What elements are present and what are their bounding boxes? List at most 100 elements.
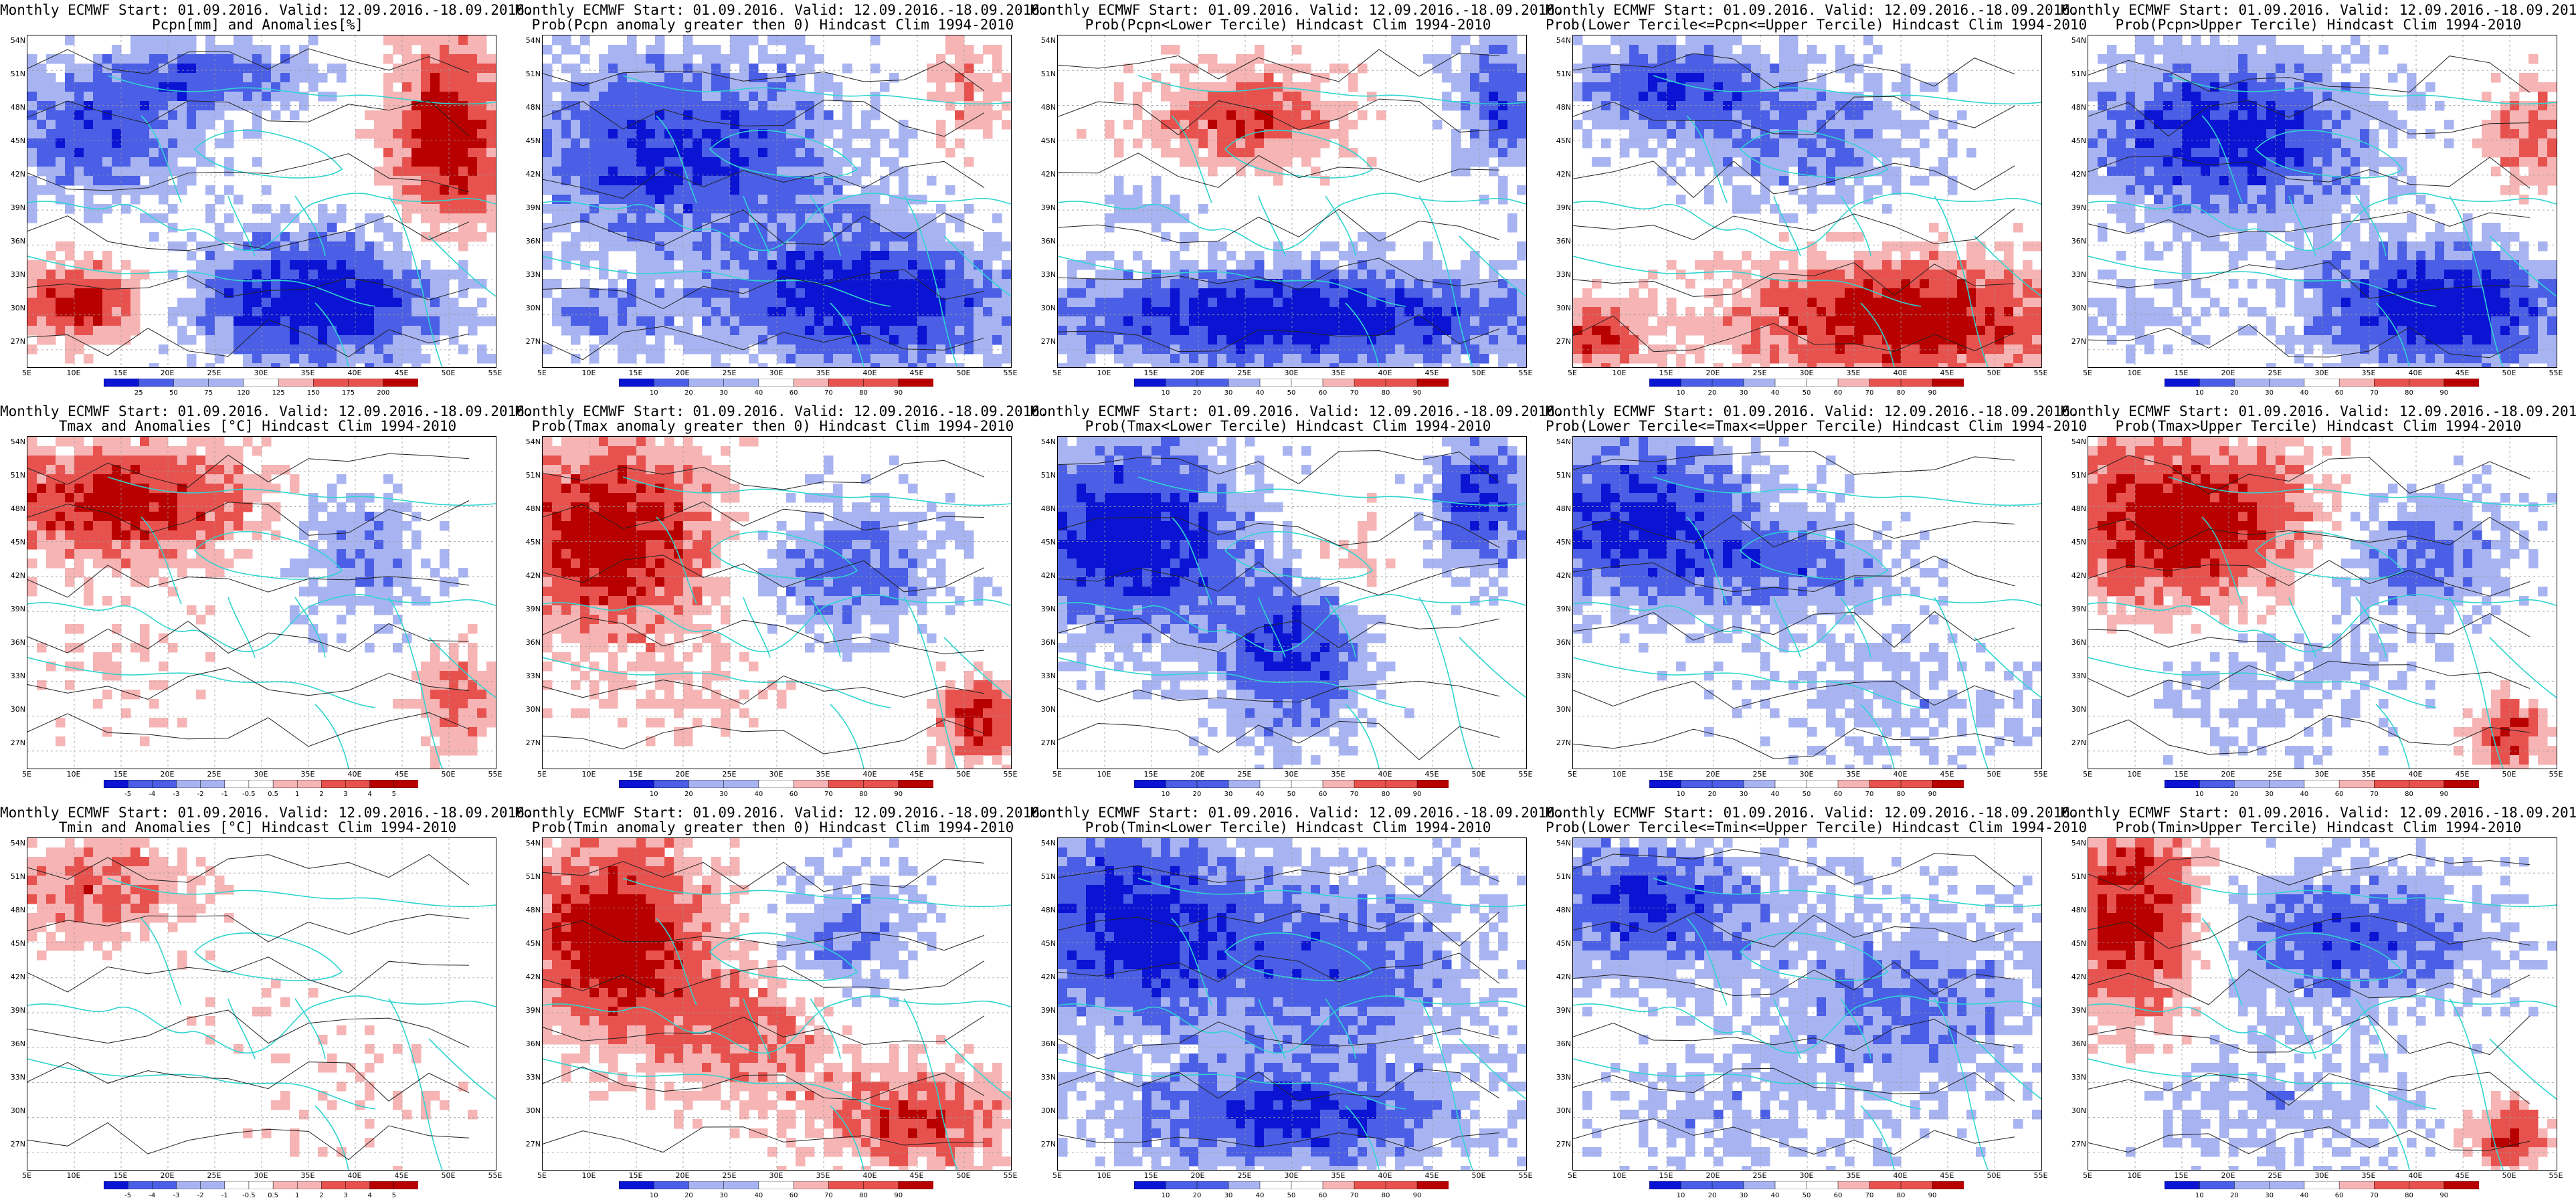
longitude-label: 10E <box>2127 1171 2142 1180</box>
colorbar-tick-label: 80 <box>1381 1192 1390 1199</box>
contour-lines <box>1058 49 1500 353</box>
graticule <box>27 838 496 1170</box>
field-cells <box>543 437 1011 769</box>
latitude-label: 45N <box>2071 939 2086 948</box>
colorbar-tick-label: 10 <box>1161 1192 1170 1199</box>
longitude-label: 25E <box>1237 369 1252 377</box>
colorbar-swatch <box>1837 780 1870 788</box>
longitude-label: 5E <box>1568 369 1577 377</box>
map-svg <box>27 437 496 769</box>
colorbar-swatch <box>758 1181 794 1189</box>
colorbar-tick-label: 40 <box>1255 791 1265 798</box>
longitude-label: 55E <box>2549 369 2563 377</box>
map-panel: Monthly ECMWF Start: 01.09.2016. Valid: … <box>515 0 1048 401</box>
latitude-label: 33N <box>525 270 541 279</box>
map-svg <box>1573 35 2041 367</box>
longitude-label: 10E <box>581 770 596 779</box>
graticule <box>1058 35 1526 367</box>
latitude-label: 39N <box>1040 1006 1056 1015</box>
latitude-label: 33N <box>525 672 541 680</box>
colorbar-tick-label: 4 <box>367 1192 372 1199</box>
colorbar-tick-label: 40 <box>1255 1192 1265 1199</box>
colorbar-swatch <box>1134 780 1166 788</box>
colorbar-tick-label: 30 <box>719 791 729 798</box>
longitude-label: 40E <box>2408 369 2423 377</box>
latitude-label: 30N <box>10 705 25 714</box>
panel-title-line1: Monthly ECMWF Start: 01.09.2016. Valid: … <box>2061 2 2576 18</box>
colorbar-swatch <box>619 780 654 788</box>
latitude-label: 42N <box>10 973 25 981</box>
longitude-label: 50E <box>2502 369 2516 377</box>
longitude-label: 15E <box>1659 1171 1673 1180</box>
latitude-label: 30N <box>1556 1106 1571 1115</box>
latitude-label: 30N <box>2071 705 2086 714</box>
colorbar-swatch <box>1196 780 1229 788</box>
colorbar-tick-label: 60 <box>1833 1192 1843 1199</box>
colorbar-swatch <box>758 780 794 788</box>
panel-title-line2: Prob(Tmin>Upper Tercile) Hindcast Clim 1… <box>2115 819 2522 835</box>
longitude-label: 10E <box>1097 770 1111 779</box>
colorbar-swatch <box>863 379 899 387</box>
longitude-label: 10E <box>581 369 596 377</box>
colorbar-tick-label: 10 <box>2195 791 2204 798</box>
panel-title-line1: Monthly ECMWF Start: 01.09.2016. Valid: … <box>0 403 533 419</box>
longitude-label: 55E <box>1518 369 1533 377</box>
colorbar-tick-label: -2 <box>197 791 204 798</box>
colorbar-tick-label: 90 <box>2440 1192 2449 1199</box>
panel-title-line2: Pcpn[mm] and Anomalies[%] <box>151 17 364 33</box>
graticule <box>1573 437 2041 769</box>
colorbar-swatch <box>1322 1181 1355 1189</box>
latitude-label: 48N <box>2071 103 2086 112</box>
colorbar-tick-label: 70 <box>1350 1192 1359 1199</box>
field-cells <box>543 838 1011 1170</box>
latitude-label: 48N <box>1040 103 1056 112</box>
latitude-label: 36N <box>525 638 541 647</box>
colorbar-tick-label: 40 <box>1770 791 1780 798</box>
panel-title-line1: Monthly ECMWF Start: 01.09.2016. Valid: … <box>2061 805 2576 821</box>
latitude-label: 51N <box>10 70 25 78</box>
longitude-label: 30E <box>1799 369 1814 377</box>
colorbar-tick-label: 90 <box>1412 791 1422 798</box>
latitude-label: 36N <box>525 1039 541 1048</box>
longitude-label: 25E <box>1237 770 1252 779</box>
latitude-label: 48N <box>1040 906 1056 914</box>
colorbar-tick-label: 90 <box>2440 791 2449 798</box>
colorbar-swatch <box>1649 780 1681 788</box>
colorbar-tick-label: 20 <box>684 1192 693 1199</box>
colorbar-tick-label: 25 <box>134 389 143 397</box>
colorbar-tick-label: 5 <box>391 791 397 798</box>
longitude-label: 15E <box>113 770 128 779</box>
colorbar-swatch <box>1354 379 1386 387</box>
latitude-label: 30N <box>1556 705 1571 714</box>
map-area <box>1572 35 2042 368</box>
colorbar-swatch <box>393 1181 418 1189</box>
colorbar-tick-label: 200 <box>377 389 390 397</box>
longitude-label: 15E <box>113 369 128 377</box>
latitude-label: 33N <box>1556 1073 1571 1082</box>
latitude-label: 54N <box>1040 839 1056 847</box>
longitude-label: 50E <box>2502 770 2516 779</box>
colorbar-swatch <box>345 780 371 788</box>
longitude-label: 20E <box>1190 1171 1205 1180</box>
colorbar-swatch <box>383 379 418 387</box>
longitude-label: 50E <box>441 1171 456 1180</box>
longitude-label: 40E <box>1378 770 1392 779</box>
colorbar-tick-label: 60 <box>789 1192 798 1199</box>
colorbar-tick-label: 30 <box>2265 1192 2274 1199</box>
colorbar-swatch <box>1900 780 1933 788</box>
longitude-label: 15E <box>628 770 643 779</box>
colorbar-tick-label: 60 <box>2334 389 2344 397</box>
colorbar-swatch <box>2304 379 2340 387</box>
panel-title-line1: Monthly ECMWF Start: 01.09.2016. Valid: … <box>1030 403 1564 419</box>
colorbar-tick-label: 4 <box>367 791 372 798</box>
graticule <box>1573 838 2041 1170</box>
map-panel: Monthly ECMWF Start: 01.09.2016. Valid: … <box>1546 401 2087 803</box>
latitude-label: 27N <box>2071 738 2086 747</box>
latitude-label: 30N <box>1040 304 1056 312</box>
map-panel: Monthly ECMWF Start: 01.09.2016. Valid: … <box>515 401 1048 803</box>
colorbar-tick-label: 50 <box>1802 389 1811 397</box>
colorbar-tick-label: 3 <box>343 791 348 798</box>
colorbar-tick-label: -3 <box>173 791 180 798</box>
longitude-label: 25E <box>1752 770 1767 779</box>
longitude-label: 55E <box>488 1171 502 1180</box>
